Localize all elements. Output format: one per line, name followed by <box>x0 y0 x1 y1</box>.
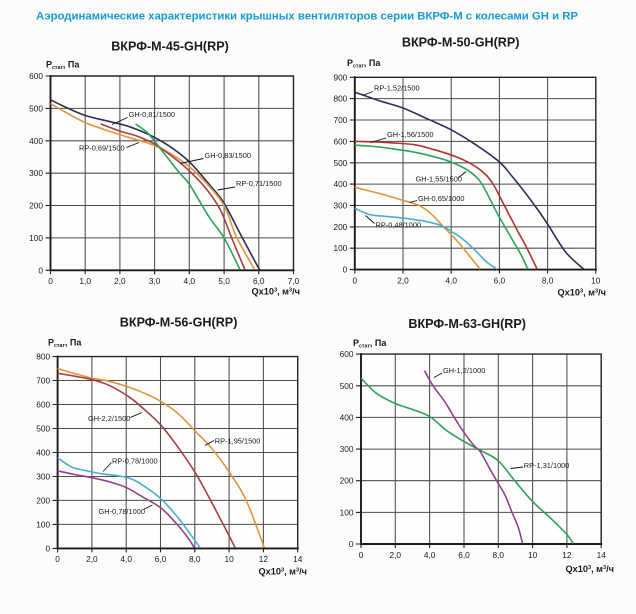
svg-text:Pстат, Па: Pстат, Па <box>347 58 381 70</box>
svg-text:6,0: 6,0 <box>253 276 265 286</box>
svg-text:500: 500 <box>29 103 43 113</box>
svg-text:6,0: 6,0 <box>155 554 167 564</box>
svg-text:200: 200 <box>333 222 347 232</box>
svg-text:800: 800 <box>333 94 347 104</box>
svg-text:400: 400 <box>340 412 354 422</box>
svg-text:GH-0,83/1500: GH-0,83/1500 <box>205 151 251 160</box>
svg-text:0: 0 <box>359 550 364 560</box>
svg-text:100: 100 <box>333 243 347 253</box>
svg-text:8,0: 8,0 <box>542 275 554 285</box>
svg-text:800: 800 <box>36 352 50 362</box>
svg-text:RP-0,69/1500: RP-0,69/1500 <box>79 144 125 153</box>
svg-text:ВКРФ-М-50-GH(RP): ВКРФ-М-50-GH(RP) <box>402 36 520 50</box>
svg-text:Pстат, Па: Pстат, Па <box>46 60 80 72</box>
svg-text:100: 100 <box>340 507 354 517</box>
svg-text:6,0: 6,0 <box>458 550 470 560</box>
svg-text:2,0: 2,0 <box>390 550 402 560</box>
svg-text:500: 500 <box>340 381 354 391</box>
svg-text:200: 200 <box>36 495 50 505</box>
svg-text:2,0: 2,0 <box>397 275 409 285</box>
svg-text:8,0: 8,0 <box>493 550 505 560</box>
svg-text:14: 14 <box>293 554 303 564</box>
svg-text:GH-1,2/1000: GH-1,2/1000 <box>443 366 485 375</box>
svg-text:14: 14 <box>597 550 607 560</box>
svg-text:300: 300 <box>36 472 50 482</box>
svg-text:400: 400 <box>333 179 347 189</box>
svg-text:700: 700 <box>36 376 50 386</box>
svg-text:4,0: 4,0 <box>120 554 132 564</box>
svg-text:RP-0,48/1000: RP-0,48/1000 <box>376 221 422 230</box>
svg-text:600: 600 <box>340 349 354 359</box>
svg-text:2,0: 2,0 <box>86 554 98 564</box>
svg-text:4,0: 4,0 <box>445 275 457 285</box>
svg-text:ВКРФ-М-56-GH(RP): ВКРФ-М-56-GH(RP) <box>120 315 238 329</box>
svg-text:500: 500 <box>36 424 50 434</box>
svg-text:0: 0 <box>349 539 354 549</box>
svg-text:200: 200 <box>340 476 354 486</box>
svg-text:4,0: 4,0 <box>424 550 436 560</box>
svg-text:Pстат, Па: Pстат, Па <box>48 338 82 350</box>
svg-text:300: 300 <box>340 444 354 454</box>
svg-text:600: 600 <box>36 400 50 410</box>
svg-text:7,0: 7,0 <box>288 276 300 286</box>
svg-text:10: 10 <box>224 554 234 564</box>
svg-text:12: 12 <box>562 550 572 560</box>
svg-text:ВКРФ-М-63-GH(RP): ВКРФ-М-63-GH(RP) <box>408 317 526 331</box>
svg-text:RP-1,95/1500: RP-1,95/1500 <box>215 436 261 445</box>
svg-text:0: 0 <box>55 554 60 564</box>
svg-text:200: 200 <box>29 201 43 211</box>
svg-text:3,0: 3,0 <box>149 276 161 286</box>
svg-text:4,0: 4,0 <box>184 276 196 286</box>
svg-text:Qх103, м3/ч: Qх103, м3/ч <box>557 288 606 298</box>
svg-text:GH-1,55/1500: GH-1,55/1500 <box>416 175 462 184</box>
svg-text:1,0: 1,0 <box>79 276 91 286</box>
svg-text:500: 500 <box>333 158 347 168</box>
svg-text:300: 300 <box>29 168 43 178</box>
svg-text:GH-0,81/1500: GH-0,81/1500 <box>129 110 175 119</box>
svg-text:700: 700 <box>333 115 347 125</box>
svg-text:GH-0,65/1000: GH-0,65/1000 <box>418 194 464 203</box>
svg-text:Аэродинамические характеристик: Аэродинамические характеристики крышных … <box>36 11 578 23</box>
svg-text:100: 100 <box>29 233 43 243</box>
svg-text:600: 600 <box>333 136 347 146</box>
svg-text:400: 400 <box>36 448 50 458</box>
svg-text:6,0: 6,0 <box>494 275 506 285</box>
svg-text:10: 10 <box>591 275 601 285</box>
svg-text:RP-0,71/1500: RP-0,71/1500 <box>236 179 282 188</box>
svg-text:RP-1,31/1000: RP-1,31/1000 <box>524 461 570 470</box>
svg-text:300: 300 <box>333 201 347 211</box>
svg-text:RP-1,52/1500: RP-1,52/1500 <box>374 84 420 93</box>
svg-text:GH-1,56/1500: GH-1,56/1500 <box>387 130 433 139</box>
svg-text:5,0: 5,0 <box>218 276 230 286</box>
svg-text:Qх103, м3/ч: Qх103, м3/ч <box>258 567 307 577</box>
svg-text:0: 0 <box>45 543 50 553</box>
svg-text:0: 0 <box>48 276 53 286</box>
svg-text:Qх103, м3/ч: Qх103, м3/ч <box>565 564 614 574</box>
svg-text:ВКРФ-М-45-GH(RP): ВКРФ-М-45-GH(RP) <box>111 40 229 54</box>
svg-text:Qх103, м3/ч: Qх103, м3/ч <box>251 287 300 297</box>
svg-text:900: 900 <box>333 72 347 82</box>
svg-text:100: 100 <box>36 519 50 529</box>
svg-text:0: 0 <box>38 265 43 275</box>
svg-text:GH-0,78/1000: GH-0,78/1000 <box>99 507 145 516</box>
svg-text:GH-2,2/1500: GH-2,2/1500 <box>88 414 130 423</box>
svg-text:RP-0,78/1000: RP-0,78/1000 <box>112 456 158 465</box>
svg-text:400: 400 <box>29 136 43 146</box>
svg-text:12: 12 <box>259 554 269 564</box>
svg-text:2,0: 2,0 <box>114 276 126 286</box>
svg-text:Pстат, Па: Pстат, Па <box>353 338 387 350</box>
svg-text:8,0: 8,0 <box>189 554 201 564</box>
svg-text:0: 0 <box>343 265 348 275</box>
svg-text:600: 600 <box>29 71 43 81</box>
svg-text:10: 10 <box>528 550 538 560</box>
svg-text:0: 0 <box>352 275 357 285</box>
